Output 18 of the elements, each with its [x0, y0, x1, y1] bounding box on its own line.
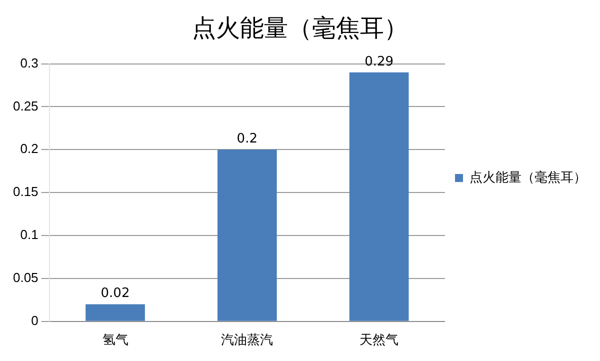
y-tick-label: 0.1 [20, 227, 38, 242]
bar [86, 304, 145, 321]
y-tick-label: 0.3 [20, 55, 38, 70]
x-tick-label: 汽油蒸汽 [221, 332, 274, 347]
data-label: 0.2 [236, 132, 258, 147]
y-tick-label: 0.25 [12, 98, 38, 114]
x-tick-label: 氢气 [102, 332, 128, 347]
data-label: 0.02 [100, 286, 130, 302]
y-tick-label: 0.05 [12, 270, 38, 286]
bar [217, 150, 277, 321]
bar [349, 72, 409, 321]
chart-title: 点火能量（毫焦耳） [192, 15, 408, 42]
x-tick-label: 天然气 [360, 332, 399, 347]
legend-label: 点火能量（毫焦耳） [470, 170, 586, 185]
data-label: 0.29 [364, 54, 394, 70]
y-tick-label: 0.2 [20, 141, 38, 156]
y-tick-label: 0 [31, 312, 38, 328]
y-tick-label: 0.15 [12, 184, 38, 200]
